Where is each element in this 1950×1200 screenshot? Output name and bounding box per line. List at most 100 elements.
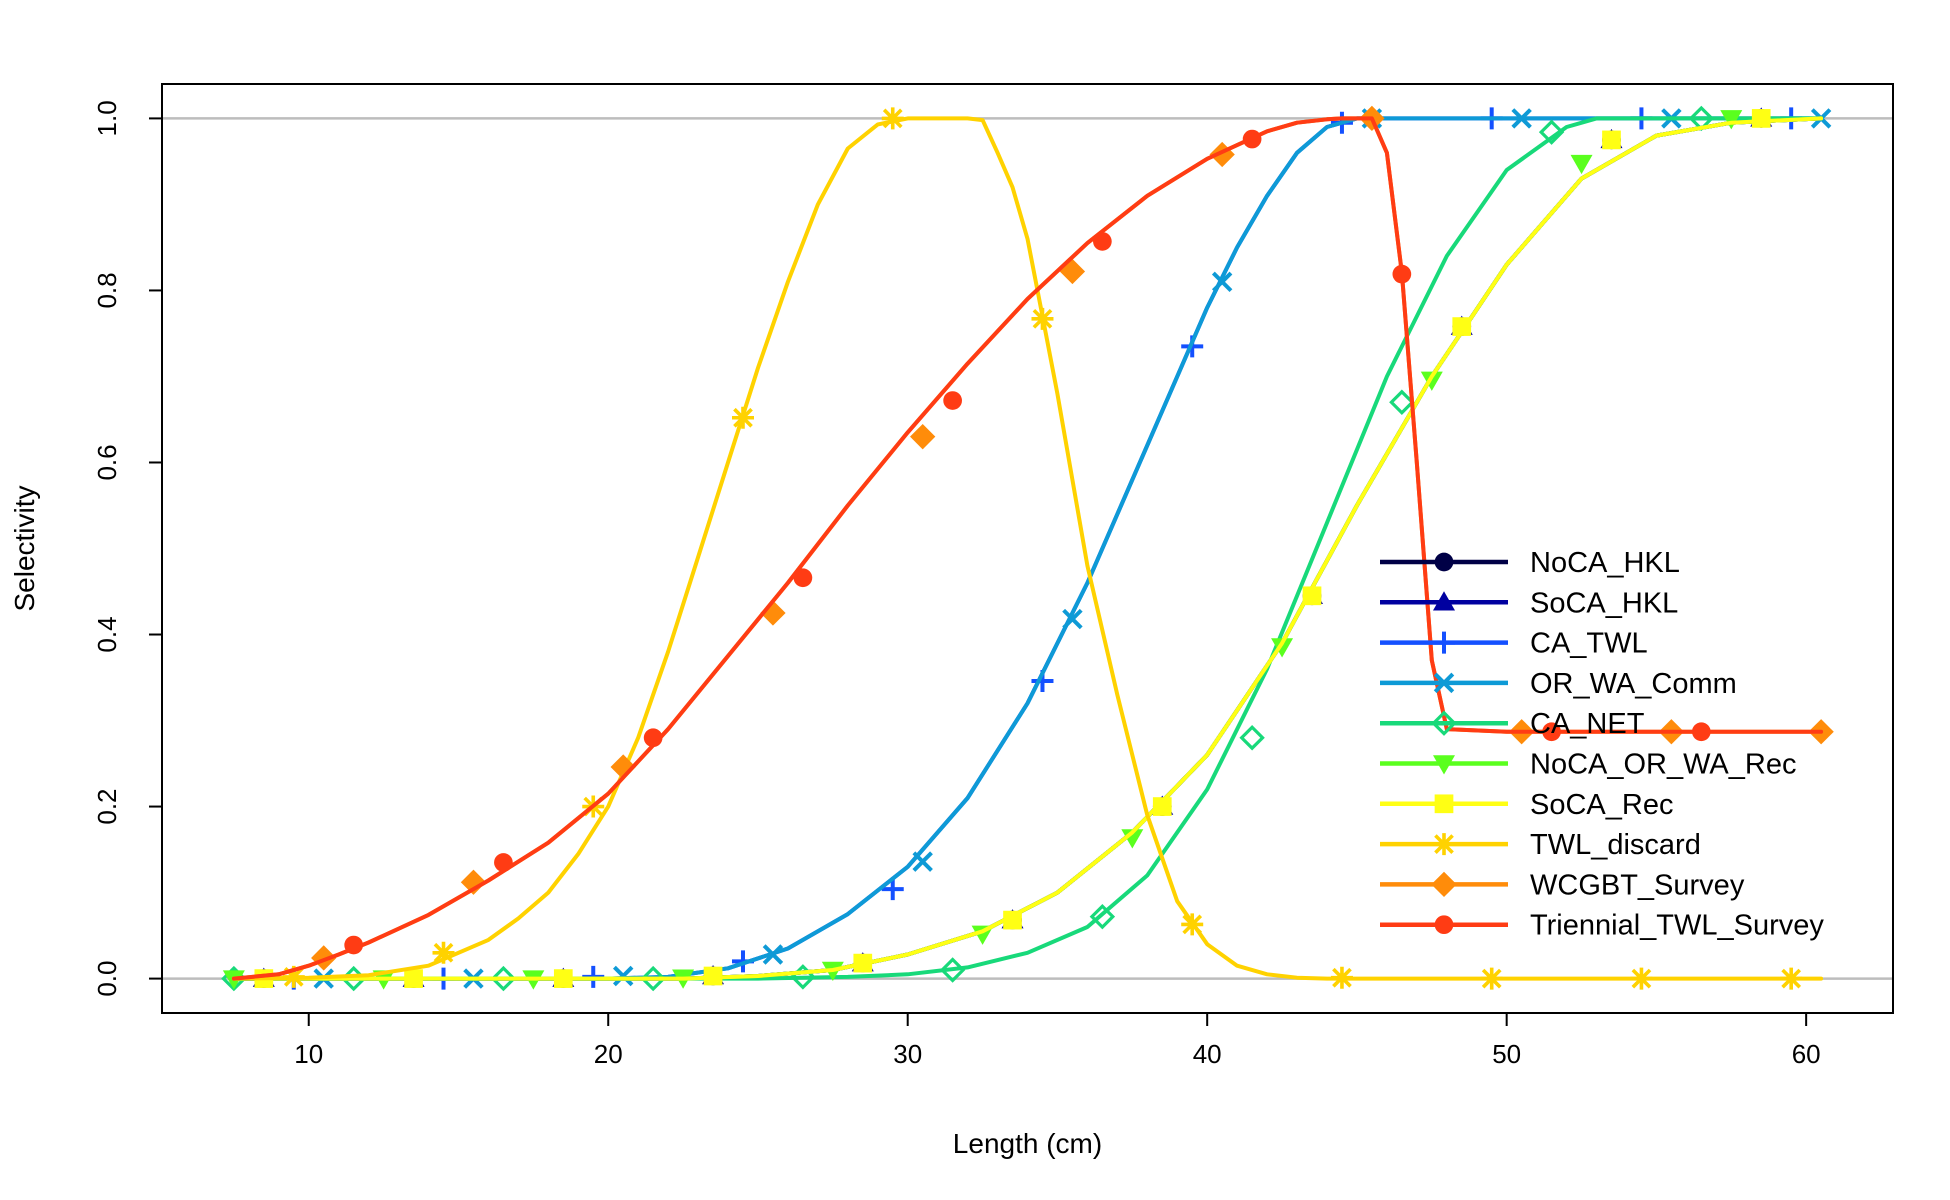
data-point [1152,797,1172,816]
y-tick-label: 0.8 [92,272,122,308]
legend-swatch-marker [1433,833,1455,856]
data-point [1630,967,1653,990]
legend-label: OR_WA_Comm [1530,668,1737,700]
data-point [1089,903,1116,930]
legend-item: TWL_discard [1380,829,1701,861]
data-point [1602,130,1621,150]
x-tick-label: 30 [893,1039,922,1069]
data-point [853,953,873,973]
legend: NoCA_HKL SoCA_HKL CA_TWL OR_WA_Comm CA_NET No… [1380,547,1824,942]
data-point [432,941,455,964]
data-point [1062,608,1083,630]
data-point [1480,967,1503,990]
data-point [282,965,305,988]
data-point [939,957,966,983]
data-point [344,935,364,955]
legend-swatch-marker [1433,631,1455,654]
x-tick-label: 20 [594,1039,623,1069]
legend-item: SoCA_HKL [1380,587,1678,619]
legend-item: CA_TWL [1380,628,1648,660]
data-point [490,965,517,992]
legend-label: WCGBT_Survey [1530,869,1745,901]
x-axis-title: Length (cm) [953,1128,1102,1159]
data-point [703,966,723,986]
data-point [1538,119,1565,145]
legend-swatch-marker [1431,710,1457,736]
legend-label: NoCA_HKL [1530,547,1680,579]
legend-item: CA_NET [1380,708,1645,740]
legend-item: Triennial_TWL_Survey [1380,910,1824,942]
data-point [1780,967,1803,990]
data-point [1242,129,1262,149]
legend-swatch-marker [1433,672,1455,694]
y-tick-label: 0.2 [92,788,122,824]
data-point [1121,829,1144,849]
data-point [1211,271,1233,293]
data-point [494,853,513,872]
legend-swatch-marker [1433,755,1455,775]
data-point [1271,638,1294,658]
data-point [460,869,487,895]
y-axis-title: Selectivity [9,485,40,611]
legend-swatch-marker [1434,794,1454,814]
data-point [1720,110,1743,130]
legend-item: OR_WA_Comm [1380,668,1737,700]
data-point [553,969,573,988]
x-tick-label: 60 [1792,1039,1821,1069]
series-layer [221,105,1834,992]
series-Triennial_TWL_Survey [231,116,1824,981]
y-tick-label: 0.6 [92,444,122,480]
data-point [1389,389,1415,415]
data-point [881,878,904,901]
legend-swatch-marker [1434,552,1454,572]
legend-label: TWL_discard [1530,829,1701,861]
y-tick-label: 0.4 [92,616,122,652]
legend-item: NoCA_HKL [1380,547,1680,579]
data-point [1330,966,1353,989]
legend-swatch-marker [1434,915,1454,935]
data-point [1003,910,1022,930]
series-line [231,116,1824,981]
data-point [1420,371,1443,391]
legend-swatch-marker [1431,871,1457,898]
plot-frame [161,83,1894,1014]
y-tick-label: 1.0 [92,100,122,136]
data-point [1031,307,1054,330]
data-point [1392,264,1412,284]
data-point [640,965,666,992]
data-point [404,969,423,988]
data-point [881,107,904,130]
data-point [1452,317,1472,336]
data-point [1511,108,1532,129]
data-point [793,568,813,588]
data-point [1542,722,1561,742]
data-point [910,424,936,450]
data-point [311,945,337,971]
data-point [912,851,933,872]
legend-label: CA_TWL [1530,628,1648,660]
axes-layer: 10 20 30 40 50 60 0.0 0.2 0.4 0.6 0.8 1.0 [92,100,1821,1069]
data-point [731,406,754,429]
data-point [643,728,663,748]
x-tick-label: 10 [294,1039,323,1069]
legend-label: CA_NET [1530,708,1645,740]
legend-item: SoCA_Rec [1380,789,1673,821]
legend-label: SoCA_Rec [1530,789,1673,821]
x-tick-label: 50 [1492,1039,1521,1069]
data-point [1691,722,1711,742]
data-point [1239,725,1265,751]
data-point [1570,154,1593,175]
data-point [762,944,784,965]
data-point [1181,913,1204,936]
y-tick-label: 0.0 [92,961,122,997]
legend-label: SoCA_HKL [1530,587,1678,619]
legend-item: NoCA_OR_WA_Rec [1380,749,1796,781]
data-point [1751,109,1771,128]
data-point [943,391,962,410]
x-tick-label: 40 [1193,1039,1222,1069]
data-point [612,965,634,987]
legend-label: Triennial_TWL_Survey [1530,910,1824,942]
legend-label: NoCA_OR_WA_Rec [1530,749,1796,781]
